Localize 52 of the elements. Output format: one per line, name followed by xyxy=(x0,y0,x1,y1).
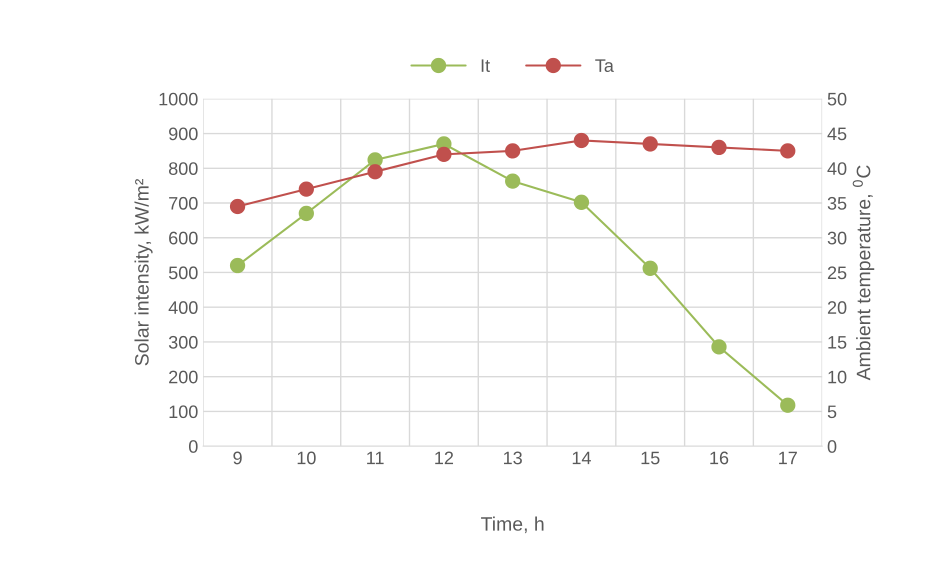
y2-tick-label: 30 xyxy=(828,232,846,244)
y2-tick-label: 15 xyxy=(828,336,846,349)
x-tick-label: 16 xyxy=(710,452,728,464)
y2-tick-label: 35 xyxy=(828,196,846,210)
y-tick-label: 900 xyxy=(169,127,198,140)
point xyxy=(642,136,658,152)
point xyxy=(711,339,727,354)
point xyxy=(230,198,246,214)
y2-tick-label: 20 xyxy=(828,301,846,314)
point xyxy=(505,143,520,159)
y-tick-label: 700 xyxy=(169,196,198,210)
y2-tick-label: 5 xyxy=(828,406,836,418)
x-tick-label: 14 xyxy=(572,452,591,464)
y-tick-label: 500 xyxy=(168,266,198,280)
point xyxy=(298,181,314,197)
y2-tick-label: 40 xyxy=(827,162,846,175)
point xyxy=(298,206,314,222)
y2-tick-label: 10 xyxy=(828,370,846,384)
point xyxy=(780,398,796,413)
y-tick-label: 300 xyxy=(168,336,198,349)
y-tick-label: 1000 xyxy=(160,92,198,106)
legend-label: Ta xyxy=(595,59,614,72)
y-tick-label: 600 xyxy=(169,232,198,244)
point xyxy=(574,194,590,210)
x-axis-title: Time, h xyxy=(481,516,544,534)
y-axis-title: Solar intensity, kW/m² xyxy=(134,179,153,366)
point xyxy=(642,260,658,276)
point xyxy=(367,164,383,180)
y2-axis-title: Ambient temperature, $^{0}$C xyxy=(852,165,874,380)
y-tick-label: 100 xyxy=(170,405,198,418)
y-tick-label: 200 xyxy=(169,370,198,384)
point xyxy=(505,173,520,189)
x-tick-label: 12 xyxy=(435,452,454,464)
x-tick-label: 11 xyxy=(367,452,384,464)
y-tick-label: 800 xyxy=(168,162,198,175)
point xyxy=(711,140,727,156)
y2-tick-label: 0 xyxy=(828,440,836,453)
x-tick-label: 15 xyxy=(642,452,660,464)
point xyxy=(436,146,452,162)
point xyxy=(780,143,796,159)
x-tick-label: 10 xyxy=(298,452,316,464)
y2-tick-label: 45 xyxy=(827,128,846,140)
point xyxy=(574,132,590,148)
legend-label: It xyxy=(482,59,490,72)
x-tick-label: 13 xyxy=(504,452,522,464)
point xyxy=(230,258,246,274)
y2-tick-label: 50 xyxy=(828,92,846,106)
x-tick-label: 9 xyxy=(233,452,242,464)
y-tick-label: 400 xyxy=(168,301,198,314)
y-tick-label: 0 xyxy=(188,440,198,453)
x-tick-label: 17 xyxy=(779,452,797,464)
y2-tick-label: 25 xyxy=(828,266,846,280)
